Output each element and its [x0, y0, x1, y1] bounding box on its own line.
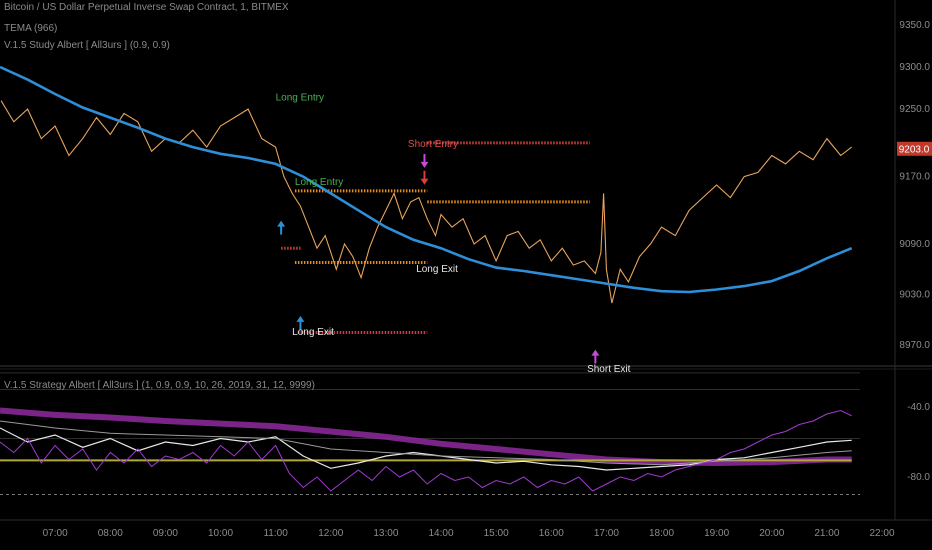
price-axis[interactable]: 9350.0 9300.0 9250.0 9170.0 9090.0 9030.0 8970…: [899, 20, 930, 483]
time-tick-label: 21:00: [814, 528, 839, 539]
current-price-label: 9203.0: [897, 141, 932, 156]
annotation-label: Long Entry: [276, 93, 324, 104]
current-price-text: 9203.0: [899, 144, 930, 155]
price-tick-label: 8970.0: [899, 340, 930, 351]
long-exit-arrow: [296, 315, 305, 330]
annotation-label: Short Entry: [408, 139, 458, 150]
purple_thick: [0, 407, 852, 467]
time-tick-label: 09:00: [153, 528, 178, 539]
annotation-label: Short Exit: [587, 364, 631, 375]
time-tick-label: 19:00: [704, 528, 729, 539]
time-tick-label: 07:00: [43, 528, 68, 539]
time-tick-label: 08:00: [98, 528, 123, 539]
time-tick-label: 16:00: [539, 528, 564, 539]
strategy-tick-label: -80.0: [907, 472, 930, 483]
time-axis[interactable]: 07:00 08:00 09:00 10:00 11:00 12:00 13:00 14:00…: [43, 528, 895, 539]
short-entry-arrow-2: [420, 153, 429, 168]
long-entry-arrow-head: [277, 220, 286, 227]
time-tick-label: 12:00: [318, 528, 343, 539]
short-entry-arrow-head: [420, 178, 429, 185]
time-tick-label: 13:00: [373, 528, 398, 539]
strategy-pane[interactable]: [0, 372, 860, 495]
strategy-tick-label: -40.0: [907, 402, 930, 413]
strategy-legend[interactable]: V.1.5 Strategy Albert [ All3urs ] (1, 0.…: [4, 380, 315, 391]
time-tick-label: 18:00: [649, 528, 674, 539]
chart-title: Bitcoin / US Dollar Perpetual Inverse Sw…: [4, 2, 289, 13]
price-tick-label: 9350.0: [899, 20, 930, 31]
white_faint: [0, 420, 852, 466]
price-tick-label: 9300.0: [899, 62, 930, 73]
time-tick-label: 11:00: [263, 528, 288, 539]
annotation-label: Long Exit: [416, 264, 458, 275]
long-entry-arrow: [277, 220, 286, 235]
price-tick-label: 9090.0: [899, 239, 930, 250]
annotation-label: Long Exit: [292, 327, 334, 338]
time-tick-label: 20:00: [759, 528, 784, 539]
purple_noisy: [0, 409, 852, 492]
short-exit-arrow-head: [591, 349, 600, 356]
short-entry-arrow-2-head: [420, 161, 429, 168]
tema-legend[interactable]: TEMA (966): [4, 23, 58, 34]
price-tick-label: 9030.0: [899, 290, 930, 301]
time-tick-label: 22:00: [869, 528, 894, 539]
time-tick-label: 14:00: [428, 528, 453, 539]
trade-annotations: Long Entry Short Entry Long Entry Long Exit…: [276, 93, 631, 375]
grid-lines: [0, 0, 932, 521]
short-entry-arrow: [420, 170, 429, 185]
time-tick-label: 17:00: [594, 528, 619, 539]
study-legend[interactable]: V.1.5 Study Albert [ All3urs ] (0.9, 0.9…: [4, 40, 170, 51]
long-exit-arrow-head: [296, 315, 305, 322]
price-tick-label: 9170.0: [899, 172, 930, 183]
price-pane[interactable]: [0, 65, 853, 364]
time-tick-label: 10:00: [208, 528, 233, 539]
annotation-label: Long Entry: [295, 177, 343, 188]
time-tick-label: 15:00: [484, 528, 509, 539]
tema-line: [0, 65, 853, 294]
short-exit-arrow: [591, 349, 600, 364]
current-price-badge: [897, 141, 932, 156]
price-tick-label: 9250.0: [899, 104, 930, 115]
